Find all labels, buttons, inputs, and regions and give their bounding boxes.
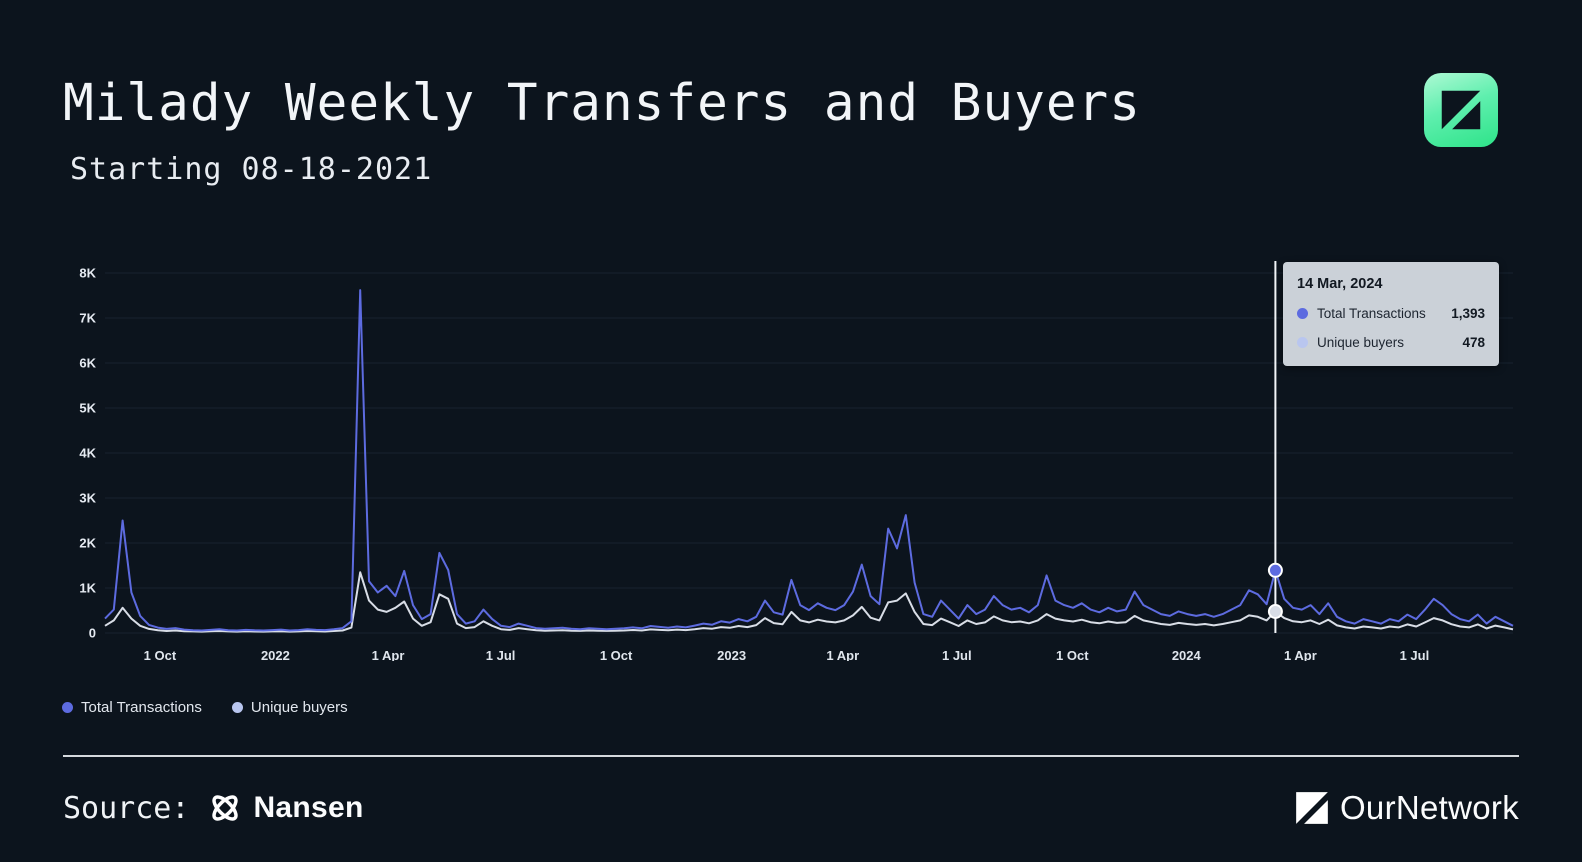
ournetwork-wordmark: OurNetwork [1339,789,1519,826]
svg-text:1 Apr: 1 Apr [372,648,405,661]
tooltip-series-value: 1,393 [1451,306,1485,321]
line-chart[interactable]: 0 1K 2K 3K 4K 5K 6K 7K 8K 1 Oct 2022 1 Apr 1 Jul 1 Oc… [55,261,1515,661]
svg-text:1 Oct: 1 Oct [144,648,177,661]
series-dot-icon [1297,308,1308,319]
nansen-logo: Nansen [205,788,363,828]
svg-text:1 Oct: 1 Oct [1056,648,1089,661]
svg-text:1 Jul: 1 Jul [1400,648,1430,661]
tooltip-series-label: Total Transactions [1317,306,1426,321]
chart-legend: Total Transactions Unique buyers [62,699,348,716]
footer-brand: OurNetwork [1294,786,1519,830]
tooltip-date: 14 Mar, 2024 [1297,276,1383,292]
ournetwork-logo-badge [1424,73,1498,147]
svg-text:1 Apr: 1 Apr [1284,648,1317,661]
chart-tooltip: 14 Mar, 2024 Total Transactions 1,393 Un… [1283,262,1499,366]
svg-text:1 Jul: 1 Jul [942,648,972,661]
svg-text:2K: 2K [79,536,96,551]
chart-area: 0 1K 2K 3K 4K 5K 6K 7K 8K 1 Oct 2022 1 Apr 1 Jul 1 Oc… [55,261,1515,661]
svg-text:0: 0 [89,626,96,641]
svg-text:6K: 6K [79,356,96,371]
svg-text:2022: 2022 [261,648,290,661]
ournetwork-mark-icon [1441,90,1481,130]
series-dot-icon [1297,337,1308,348]
svg-text:1K: 1K [79,581,96,596]
tooltip-series-value: 478 [1462,335,1485,350]
ournetwork-footer-mark-icon [1296,792,1328,824]
svg-text:1 Jul: 1 Jul [486,648,516,661]
tooltip-row-unique-buyers: Unique buyers 478 [1297,335,1485,350]
tooltip-row-total-transactions: Total Transactions 1,393 [1297,306,1485,321]
page-title: Milady Weekly Transfers and Buyers [63,74,1141,133]
svg-text:1 Oct: 1 Oct [600,648,633,661]
nansen-icon [212,795,239,821]
footer-divider [63,755,1519,757]
svg-text:2023: 2023 [717,648,746,661]
source-label: Source: [63,790,190,826]
tooltip-series-label: Unique buyers [1317,335,1405,350]
legend-dot-icon [231,702,243,713]
svg-text:4K: 4K [79,446,96,461]
svg-text:1 Apr: 1 Apr [826,648,859,661]
nansen-wordmark: Nansen [253,791,364,824]
svg-text:5K: 5K [79,401,96,416]
legend-label: Unique buyers [250,699,348,716]
footer-source: Source: Nansen [63,784,364,832]
legend-label: Total Transactions [81,699,202,716]
legend-dot-icon [62,702,73,713]
legend-item-unique-buyers[interactable]: Unique buyers [231,699,348,716]
svg-text:2024: 2024 [1172,648,1202,661]
svg-text:8K: 8K [79,266,96,281]
svg-text:7K: 7K [79,311,96,326]
svg-text:3K: 3K [79,491,96,506]
legend-item-total-transactions[interactable]: Total Transactions [62,699,202,716]
page-subtitle: Starting 08-18-2021 [70,152,433,187]
